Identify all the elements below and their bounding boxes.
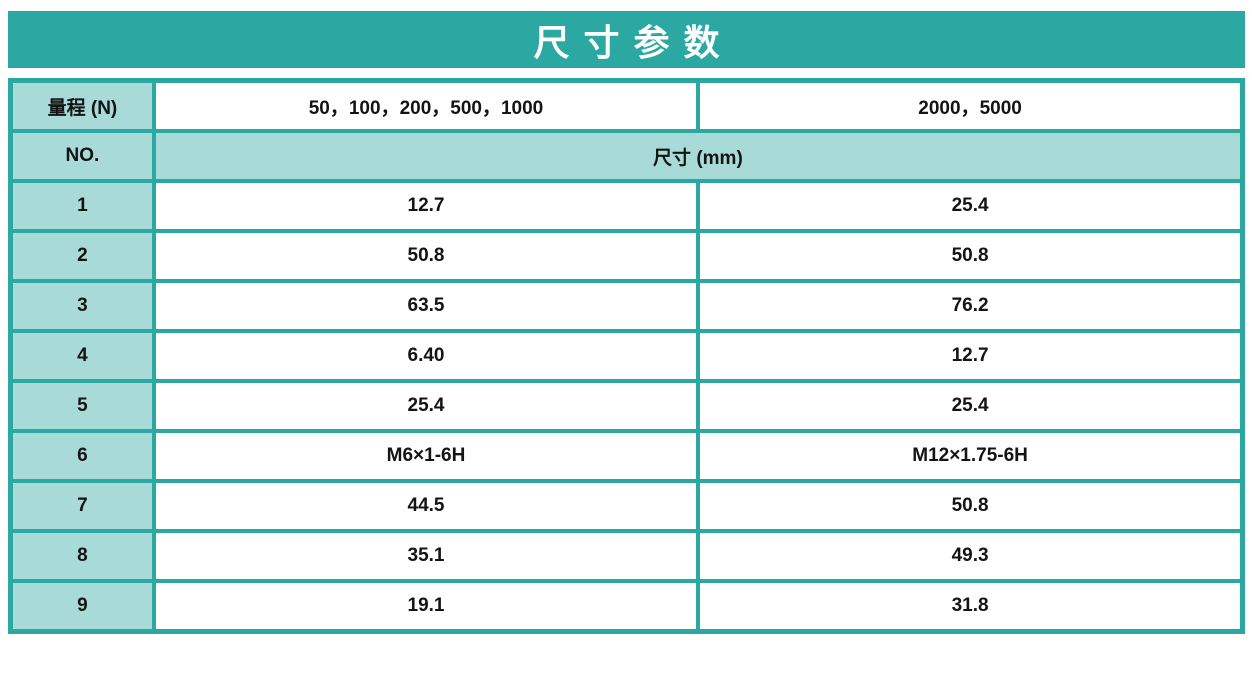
- table-row: 1 12.7 25.4: [8, 179, 1245, 233]
- table-row: 7 44.5 50.8: [8, 479, 1245, 533]
- dim-small-range-cell: 50.8: [151, 229, 701, 283]
- dim-large-range-cell: 49.3: [696, 529, 1245, 583]
- dim-small-range-cell: 35.1: [151, 529, 701, 583]
- table-row: 6 M6×1-6H M12×1.75-6H: [8, 429, 1245, 483]
- dim-small-range-cell: 12.7: [151, 179, 701, 233]
- range-group-2-cell: 2000，5000: [696, 78, 1245, 133]
- table-row: 2 50.8 50.8: [8, 229, 1245, 283]
- page-title: 尺寸参数: [533, 21, 734, 63]
- dimensions-table: 量程 (N) 50，100，200，500，1000 2000，5000 NO.…: [8, 78, 1245, 634]
- table-row: 4 6.40 12.7: [8, 329, 1245, 383]
- dim-large-range-cell: 25.4: [696, 379, 1245, 433]
- row-number-cell: 1: [8, 179, 156, 233]
- dim-small-range-cell: 44.5: [151, 479, 701, 533]
- table-row: 9 19.1 31.8: [8, 579, 1245, 634]
- row-number-cell: 6: [8, 429, 156, 483]
- row-number-cell: 8: [8, 529, 156, 583]
- row-number-cell: 7: [8, 479, 156, 533]
- dim-small-range-cell: 25.4: [151, 379, 701, 433]
- dim-small-range-cell: 6.40: [151, 329, 701, 383]
- dim-large-range-cell: 31.8: [696, 579, 1245, 634]
- dim-large-range-cell: 50.8: [696, 479, 1245, 533]
- range-row: 量程 (N) 50，100，200，500，1000 2000，5000: [8, 78, 1245, 133]
- row-number-cell: 5: [8, 379, 156, 433]
- dim-large-range-cell: 50.8: [696, 229, 1245, 283]
- no-label-cell: NO.: [8, 129, 156, 183]
- dim-small-range-cell: 19.1: [151, 579, 701, 634]
- table-row: 8 35.1 49.3: [8, 529, 1245, 583]
- dim-small-range-cell: 63.5: [151, 279, 701, 333]
- row-number-cell: 9: [8, 579, 156, 634]
- dim-small-range-cell: M6×1-6H: [151, 429, 701, 483]
- table-row: 3 63.5 76.2: [8, 279, 1245, 333]
- dimension-unit-cell: 尺寸 (mm): [151, 129, 1245, 183]
- table-row: 5 25.4 25.4: [8, 379, 1245, 433]
- row-number-cell: 2: [8, 229, 156, 283]
- row-number-cell: 3: [8, 279, 156, 333]
- dim-large-range-cell: 12.7: [696, 329, 1245, 383]
- no-header-row: NO. 尺寸 (mm): [8, 129, 1245, 183]
- range-group-1-cell: 50，100，200，500，1000: [151, 78, 701, 133]
- dim-large-range-cell: 25.4: [696, 179, 1245, 233]
- range-label-cell: 量程 (N): [8, 78, 156, 133]
- title-bar: 尺寸参数: [8, 11, 1245, 68]
- dim-large-range-cell: 76.2: [696, 279, 1245, 333]
- row-number-cell: 4: [8, 329, 156, 383]
- dim-large-range-cell: M12×1.75-6H: [696, 429, 1245, 483]
